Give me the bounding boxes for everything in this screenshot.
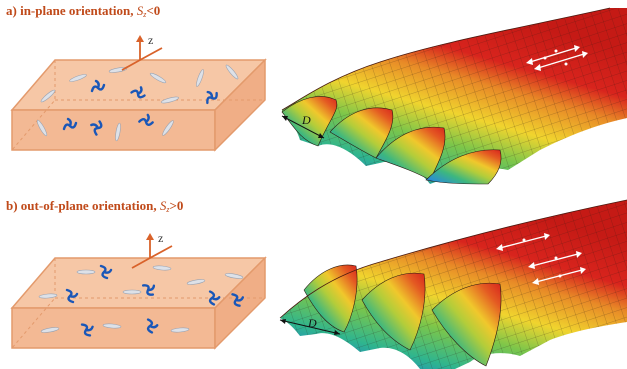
panel-b-width-marker: D — [279, 316, 341, 335]
panel-b-order-relation: >0 — [169, 198, 184, 213]
panel-b-slab — [10, 256, 267, 350]
panel-b-ridge-2 — [361, 272, 426, 351]
panel-b-axes: z — [131, 231, 173, 269]
panel-a-orientation-arrows — [526, 45, 588, 71]
panel-a-ridge-3 — [375, 126, 446, 181]
panel-a-z-label: z — [148, 33, 153, 47]
panel-a-film: D — [281, 7, 627, 185]
panel-a-slab-hidden-edges — [11, 60, 265, 151]
panel-b-ridge-3 — [431, 282, 502, 367]
panel-b-slab-side — [214, 256, 266, 350]
panel-a-title-prefix: a) in-plane orientation, — [6, 3, 134, 18]
molecule-rod — [76, 269, 96, 275]
panel-b-title-prefix: b) out-of-plane orientation, — [6, 198, 157, 213]
panel-b-orientation-arrows — [496, 233, 586, 285]
panel-b-film: D — [279, 199, 627, 369]
panel-b-order-symbol: S — [159, 198, 167, 213]
panel-b-z-label: z — [158, 231, 163, 245]
panel-b-ridge-1 — [303, 264, 358, 333]
panel-a-ridge-4 — [425, 149, 502, 185]
panel-a-title: a) in-plane orientation, Sz<0 — [6, 3, 160, 19]
panel-b-title: b) out-of-plane orientation, Sz>0 — [6, 198, 183, 214]
panel-b-slab-hidden-edges — [11, 258, 265, 349]
panel-a-axes: z — [121, 33, 163, 71]
panel-a-slab — [10, 58, 267, 152]
panel-a-width-marker: D — [281, 113, 325, 139]
panel-a-width-label: D — [301, 113, 311, 127]
panel-a-ridge-2 — [329, 107, 394, 159]
panel-a-order-symbol: S — [136, 3, 144, 18]
molecule-rod — [122, 289, 142, 295]
panel-b-width-label: D — [307, 316, 317, 330]
panel-a-slab-side — [214, 58, 266, 152]
panel-a-ridge-1 — [281, 96, 338, 147]
panel-b-order-subscript: z — [166, 205, 170, 214]
panel-a-order-relation: <0 — [146, 3, 161, 18]
panel-a-order-subscript: z — [143, 10, 147, 19]
